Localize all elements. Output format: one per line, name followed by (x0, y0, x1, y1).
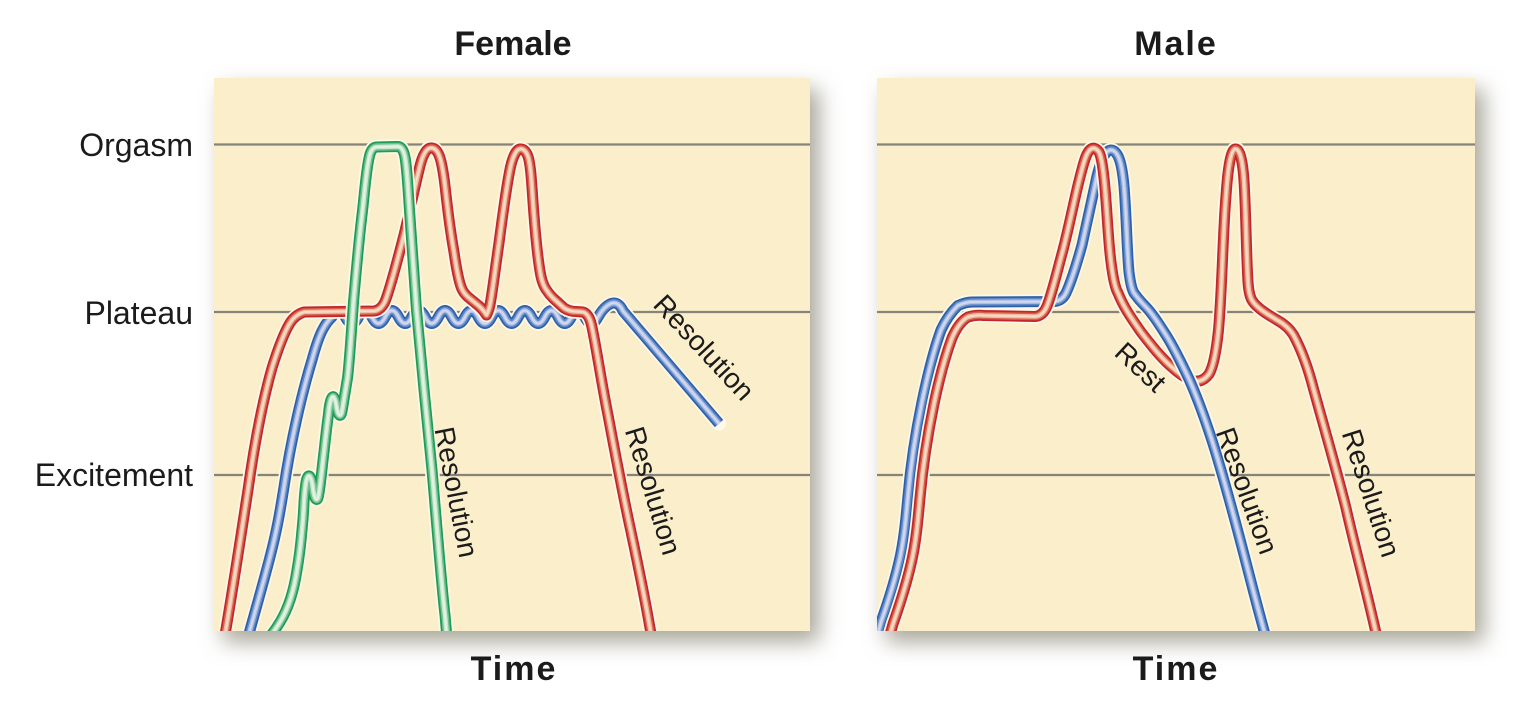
svg-text:Orgasm: Orgasm (79, 127, 193, 163)
svg-text:Plateau: Plateau (84, 295, 193, 331)
svg-text:Time: Time (1133, 650, 1220, 688)
svg-text:Excitement: Excitement (35, 457, 193, 493)
svg-text:Female: Female (454, 25, 571, 63)
svg-text:Time: Time (471, 650, 558, 688)
svg-text:Male: Male (1134, 25, 1218, 63)
